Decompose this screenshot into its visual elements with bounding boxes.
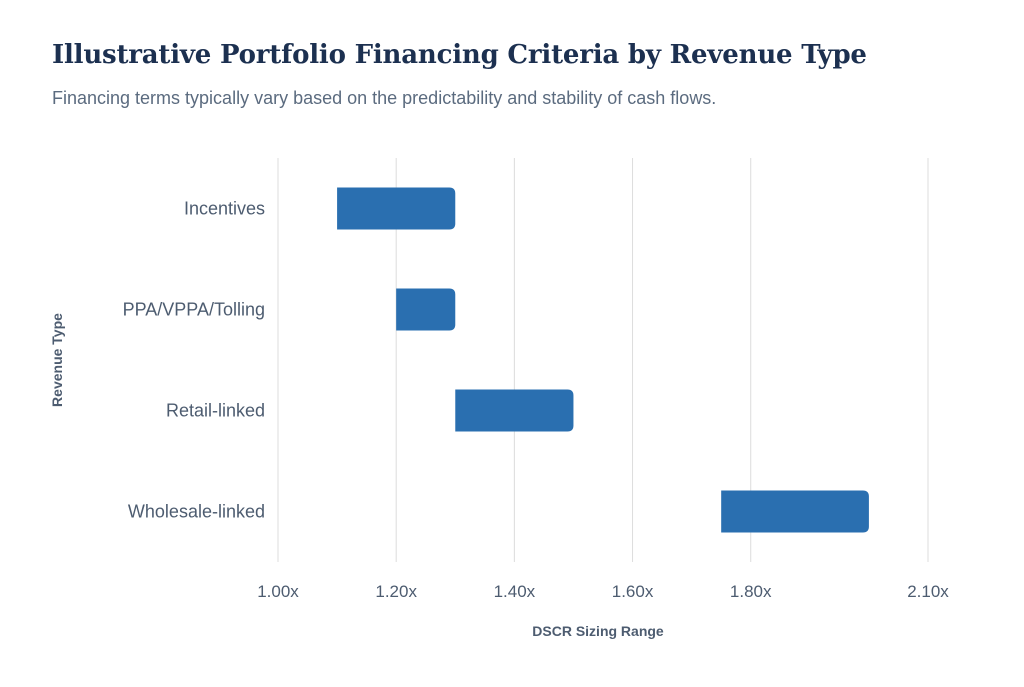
x-tick-labels: 1.00x 1.20x 1.40x 1.60x 1.80x 2.10x bbox=[257, 582, 949, 601]
chart-title: Illustrative Portfolio Financing Criteri… bbox=[52, 40, 867, 70]
gridlines bbox=[277, 158, 929, 562]
category-labels: Incentives PPA/VPPA/Tolling Retail-linked W… bbox=[123, 199, 265, 522]
category-label: PPA/VPPA/Tolling bbox=[123, 300, 265, 320]
category-label: Incentives bbox=[184, 199, 265, 219]
bar-wholesale-linked bbox=[721, 490, 869, 533]
x-tick-label: 1.20x bbox=[375, 582, 417, 601]
x-axis-title: DSCR Sizing Range bbox=[532, 623, 664, 639]
category-label: Wholesale-linked bbox=[128, 502, 265, 522]
bar-retail-linked bbox=[455, 389, 574, 432]
bar-incentives bbox=[337, 187, 456, 230]
category-label: Retail-linked bbox=[166, 401, 265, 421]
bars bbox=[337, 187, 869, 533]
chart-subtitle: Financing terms typically vary based on … bbox=[52, 88, 717, 108]
bar-ppa-vppa-tolling bbox=[396, 288, 456, 331]
y-axis-title: Revenue Type bbox=[49, 313, 65, 407]
x-tick-label: 1.00x bbox=[257, 582, 299, 601]
x-tick-label: 2.10x bbox=[907, 582, 949, 601]
x-tick-label: 1.40x bbox=[494, 582, 536, 601]
x-tick-label: 1.80x bbox=[730, 582, 772, 601]
x-tick-label: 1.60x bbox=[612, 582, 654, 601]
